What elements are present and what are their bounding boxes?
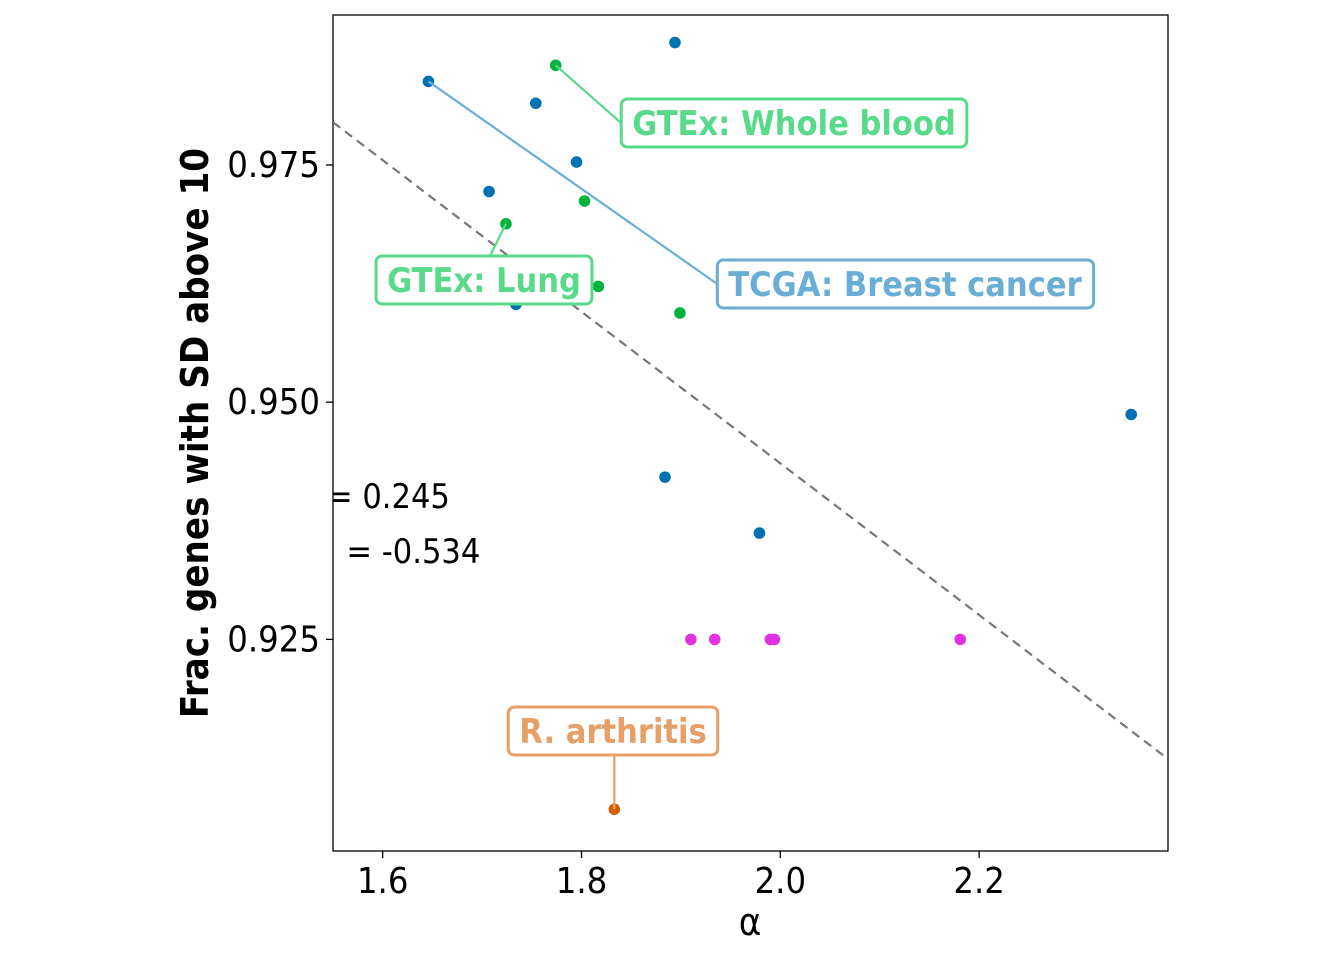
annotation: GTEx: Whole blood [554, 64, 969, 149]
annotation-box [715, 258, 1096, 310]
stats-box: = 0.245 . = -0.534 [327, 477, 480, 572]
annotation-box [374, 254, 594, 306]
scatter-point [483, 185, 495, 198]
scatter-point [1125, 408, 1138, 421]
y-axis: 0.925 0.950 0.975 [227, 145, 333, 660]
scatter-point [674, 307, 686, 319]
annotation-label: GTEx: Lung [387, 261, 581, 301]
y-tick-label: 0.975 [227, 145, 320, 186]
y-tick-label: 0.950 [227, 382, 320, 423]
scatter-point [753, 527, 766, 539]
scatter-point [708, 633, 721, 646]
annotation: GTEx: Lung [374, 223, 594, 306]
y-axis-label: Frac. genes with SD above 10 [173, 148, 217, 718]
scatter-point [529, 97, 542, 110]
plot-area: = 0.245 . = -0.534 GTEx: Whole bloodGTEx… [327, 14, 1169, 852]
scatter-point [570, 156, 583, 168]
regression-line [333, 121, 1168, 760]
scatter-point [578, 195, 591, 207]
x-tick-label: 1.8 [556, 861, 608, 902]
annotation: R. arthritis [506, 705, 720, 810]
scatter-point [954, 633, 967, 646]
x-axis-label: α [739, 900, 762, 944]
annotation-leader-line [488, 223, 507, 257]
annotation-leader-line [427, 80, 718, 285]
annotations: GTEx: Whole blood GTEx: Lung TCGA: Breast … [374, 64, 1096, 810]
scatter-point [768, 633, 781, 646]
annotation-leader-line [554, 64, 622, 124]
y-tick-label: 0.925 [227, 619, 320, 660]
plot-frame [332, 14, 1169, 852]
x-tick-label: 2.0 [755, 861, 807, 902]
stat-text-correlation: . = -0.534 [327, 532, 480, 572]
annotation: TCGA: Breast cancer [427, 80, 1096, 310]
x-axis: 1.6 1.8 2.0 2.2 [357, 851, 1005, 902]
scatter-point [592, 280, 605, 293]
annotation-box [506, 705, 720, 757]
scatter-point [685, 633, 697, 646]
x-tick-label: 1.6 [357, 861, 409, 902]
scatter-series [685, 633, 967, 646]
x-tick-label: 2.2 [953, 861, 1005, 902]
stat-text-r2: = 0.245 [327, 477, 450, 517]
scatter-point [659, 471, 671, 483]
annotation-label: TCGA: Breast cancer [728, 265, 1082, 305]
annotation-box [619, 97, 969, 149]
annotation-label: GTEx: Whole blood [632, 104, 956, 144]
annotation-label: R. arthritis [519, 712, 706, 752]
scatter-point [669, 36, 681, 49]
